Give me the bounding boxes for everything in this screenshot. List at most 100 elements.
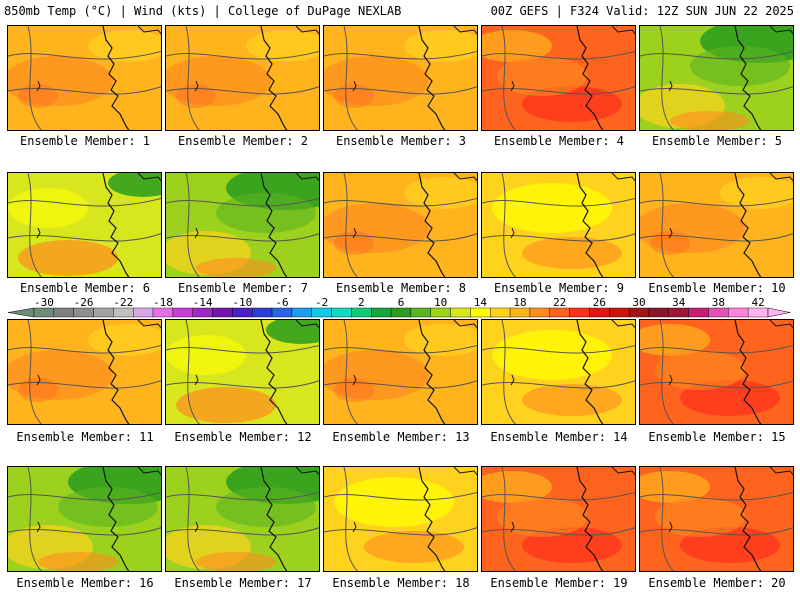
ensemble-member-label: Ensemble Member: 9 [493,281,625,295]
temperature-shading [404,30,477,62]
colorbar-tick-label: -30 [33,296,54,309]
colorbar-cell [470,307,491,318]
ensemble-member-label: Ensemble Member: 19 [490,576,628,590]
ensemble-member-map [481,319,636,425]
temperature-shading [497,497,587,537]
ensemble-member-label: Ensemble Member: 13 [332,430,470,444]
colorbar-cell [450,307,471,318]
colorbar-cell [53,307,74,318]
ensemble-member-label: Ensemble Member: 3 [335,134,467,148]
ensemble-member-label: Ensemble Member: 17 [174,576,312,590]
ensemble-member-label: Ensemble Member: 1 [19,134,151,148]
colorbar-cell [728,307,749,318]
ensemble-member-map [165,466,320,572]
ensemble-member-map [481,466,636,572]
colorbar-cell [371,307,392,318]
colorbar-cell [410,307,431,318]
map-title: 850mb Temp (°C) | Wind (kts) | College o… [4,4,402,18]
colorbar-cell [311,307,332,318]
temperature-shading [166,56,271,106]
temperature-shading [58,487,158,527]
colorbar-tick-label: -22 [113,296,134,309]
ensemble-member-map [165,319,320,425]
ensemble-member-label: Ensemble Member: 11 [16,430,154,444]
ensemble-member-label: Ensemble Member: 18 [332,576,470,590]
ensemble-member-label: Ensemble Member: 7 [177,281,309,295]
temperature-shading [522,384,622,416]
colorbar-cell [529,307,550,318]
colorbar-tick-label: 2 [358,296,365,309]
ensemble-member-label: Ensemble Member: 8 [335,281,467,295]
temperature-shading [404,324,477,356]
colorbar-tick-label: -2 [315,296,329,309]
ensemble-member-map [639,319,794,425]
ensemble-member-label: Ensemble Member: 5 [651,134,783,148]
ensemble-member-label: Ensemble Member: 2 [177,134,309,148]
ensemble-member-map [639,25,794,131]
colorbar-tick-label: 34 [672,296,686,309]
colorbar-cell [33,307,55,318]
temperature-shading [334,378,374,402]
temperature-shading [497,56,587,96]
colorbar-cell [252,307,273,318]
temperature-shading [18,378,58,402]
ensemble-member-map [639,172,794,278]
temperature-shading [670,111,750,130]
colorbar-cell [212,307,233,318]
temperature-shading [8,56,113,106]
temperature-shading [655,497,745,537]
colorbar-tick-label: 14 [473,296,487,309]
colorbar-tick-label: 42 [751,296,765,309]
temperature-shading [334,84,374,108]
ensemble-member-map [165,172,320,278]
temperature-shading [18,84,58,108]
colorbar-cell [390,307,412,318]
temperature-shading [216,193,316,233]
colorbar-cell [430,307,451,318]
ensemble-member-label: Ensemble Member: 14 [490,430,628,444]
colorbar-tick-label: 10 [434,296,448,309]
temperature-shading [176,387,276,423]
temperature-shading [246,30,319,62]
temperature-shading [324,350,429,400]
temperature-shading [324,203,429,253]
colorbar-tick-label: -18 [153,296,173,309]
colorbar-cell [192,307,213,318]
colorbar-cell [232,307,253,318]
ensemble-member-map [7,25,162,131]
colorbar-cell [688,307,709,318]
temperature-shading [8,350,113,400]
colorbar-cell [93,307,114,318]
temperature-colorbar [7,307,791,318]
temperature-shading [650,231,690,255]
model-run-info: 00Z GEFS | F324 Valid: 12Z SUN JUN 22 20… [490,4,794,18]
ensemble-member-map [323,172,478,278]
colorbar-tick-label: 22 [553,296,567,309]
colorbar-tick-label: 30 [632,296,646,309]
ensemble-member-map [639,466,794,572]
colorbar-cell [331,307,352,318]
temperature-shading [364,531,464,563]
colorbar-cell [747,307,769,318]
ensemble-member-map [7,172,162,278]
temperature-shading [334,477,454,527]
temperature-shading [88,30,161,62]
colorbar-tick-label: 38 [711,296,726,309]
ensemble-member-map [481,25,636,131]
colorbar-cell [549,307,570,318]
colorbar-min-arrow [7,307,35,318]
temperature-shading [492,183,612,233]
colorbar-tick-label: -14 [192,296,213,309]
ensemble-member-map [323,466,478,572]
colorbar-cell [569,307,590,318]
colorbar-cell [589,307,610,318]
temperature-shading [266,320,319,344]
ensemble-member-label: Ensemble Member: 15 [648,430,786,444]
temperature-shading [18,240,118,276]
temperature-shading [196,552,276,571]
colorbar-cell [73,307,94,318]
colorbar-cell [152,307,174,318]
temperature-shading [176,84,216,108]
temperature-shading [522,237,622,269]
colorbar-max-arrow [767,307,791,318]
